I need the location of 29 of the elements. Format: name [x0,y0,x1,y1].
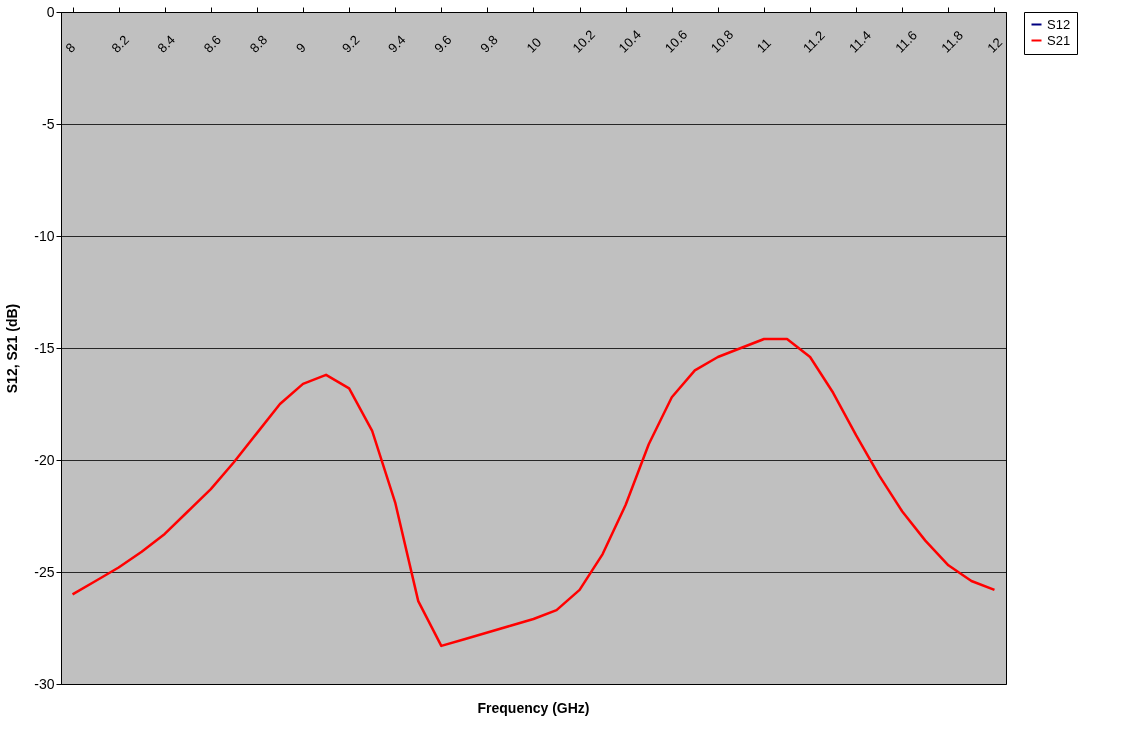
line-series [71,337,996,648]
y-axis-title: S12, S21 (dB) [4,303,21,394]
x-tick-label: 11.6 [892,27,920,56]
y-tick-label: -5 [42,115,55,132]
x-tick-label: 10 [523,34,545,56]
y-tick-label: -15 [34,339,55,356]
x-tick-label: 9 [292,39,309,56]
legend-label: S12 [1047,16,1071,32]
legend-label: S21 [1047,32,1071,48]
x-tick-label: 11.2 [799,27,828,56]
y-tick-label: -10 [34,227,55,244]
x-tick-label: 9.8 [477,32,501,56]
x-tick-label: 8.6 [200,32,225,56]
x-tick-label: 9.2 [339,32,363,56]
x-axis-title: Frequency (GHz) [477,700,590,716]
y-tick-label: -20 [34,451,55,468]
x-tick-label: 9.6 [431,32,455,56]
y-tick-label: 0 [46,3,55,20]
x-tick-label: 11 [753,35,775,56]
x-tick-label: 8.4 [154,32,178,56]
x-tick-label: 11.8 [938,27,967,56]
x-tick-label: 8.2 [108,32,132,56]
x-tick-label: 12 [984,34,1006,56]
x-tick-label: 9.4 [385,32,409,56]
y-tick-label: -25 [34,563,55,580]
x-tick-label: 8.8 [246,32,271,56]
y-tick-label: -30 [34,675,55,692]
x-tick-label: 11.4 [846,27,874,56]
x-tick-label: 8 [62,39,79,56]
